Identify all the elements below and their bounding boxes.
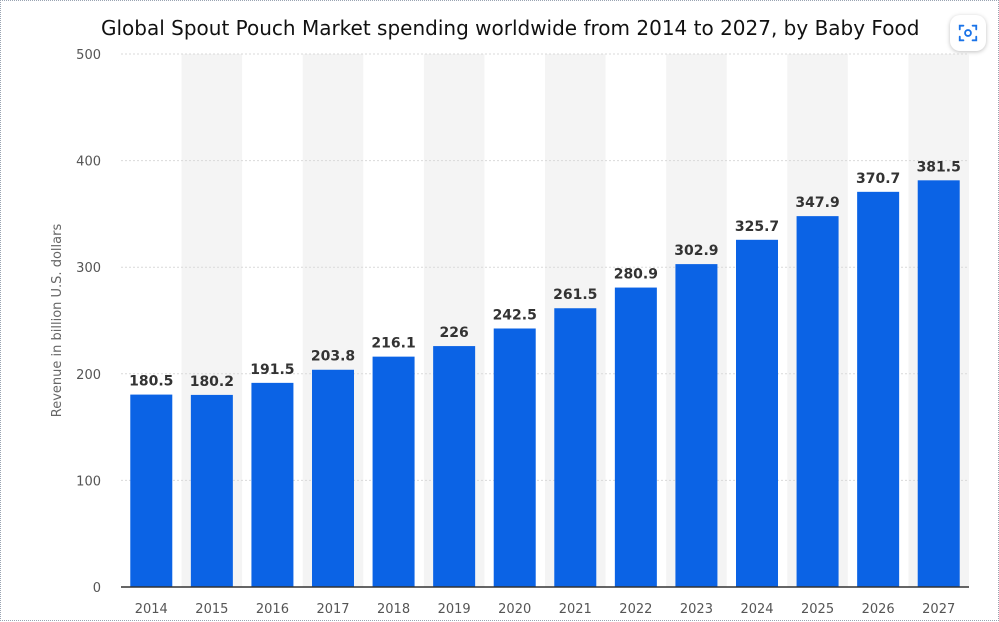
y-tick-label: 0 [93,581,101,596]
x-tick-label: 2022 [619,602,652,617]
y-tick-label: 300 [76,261,101,276]
bar [675,264,718,587]
x-tick-label: 2023 [680,602,713,617]
bar [190,394,233,587]
y-tick-label: 400 [76,155,101,170]
bar [312,369,354,587]
y-tick-label: 200 [76,368,101,383]
x-tick-label: 2017 [316,602,349,617]
bar [493,328,536,587]
data-label: 180.2 [190,374,234,390]
data-label: 242.5 [493,307,537,323]
data-label: 261.5 [553,287,597,303]
bar [796,216,839,587]
x-tick-label: 2015 [195,602,228,617]
y-axis-title: Revenue in billion U.S. dollars [50,224,65,418]
bar [614,287,657,587]
value-labels: 180.5 180.2 191.5 203.8 216.1 226 242.5 261.5 28… [129,159,961,390]
bars [130,180,960,588]
data-label: 191.5 [250,362,294,378]
data-label: 226 [440,325,469,341]
x-tick-label: 2019 [438,602,471,617]
data-label: 180.5 [129,374,173,390]
data-label: 347.9 [795,195,839,211]
x-tick-label: 2026 [862,602,895,617]
bar [130,394,173,587]
x-tick-label: 2024 [740,602,773,617]
y-axis-ticks: 0 100 200 300 400 500 [76,48,101,596]
x-tick-label: 2016 [256,602,289,617]
data-label: 325.7 [735,219,779,235]
bar [372,356,415,587]
visual-search-icon [958,24,978,42]
visual-search-button[interactable] [950,15,986,51]
y-tick-label: 100 [76,474,101,489]
data-label: 381.5 [917,159,961,175]
bar [554,308,597,587]
x-axis-ticks: 2014 2015 2016 2017 2018 2019 2020 2021 2022 2023… [135,602,956,617]
x-tick-label: 2027 [922,602,955,617]
bar [736,239,778,587]
data-label: 203.8 [311,349,355,365]
data-label: 370.7 [856,171,900,187]
chart-title: Global Spout Pouch Market spending world… [101,16,920,40]
bar [857,191,900,587]
x-tick-label: 2018 [377,602,410,617]
x-tick-label: 2020 [498,602,531,617]
bar [917,180,960,588]
x-tick-label: 2014 [135,602,168,617]
x-tick-label: 2025 [801,602,834,617]
data-label: 216.1 [371,336,415,352]
y-tick-label: 500 [76,48,101,63]
data-label: 302.9 [674,243,718,259]
bar [251,382,294,587]
x-tick-label: 2021 [559,602,592,617]
data-label: 280.9 [614,267,658,283]
bar [433,346,476,587]
